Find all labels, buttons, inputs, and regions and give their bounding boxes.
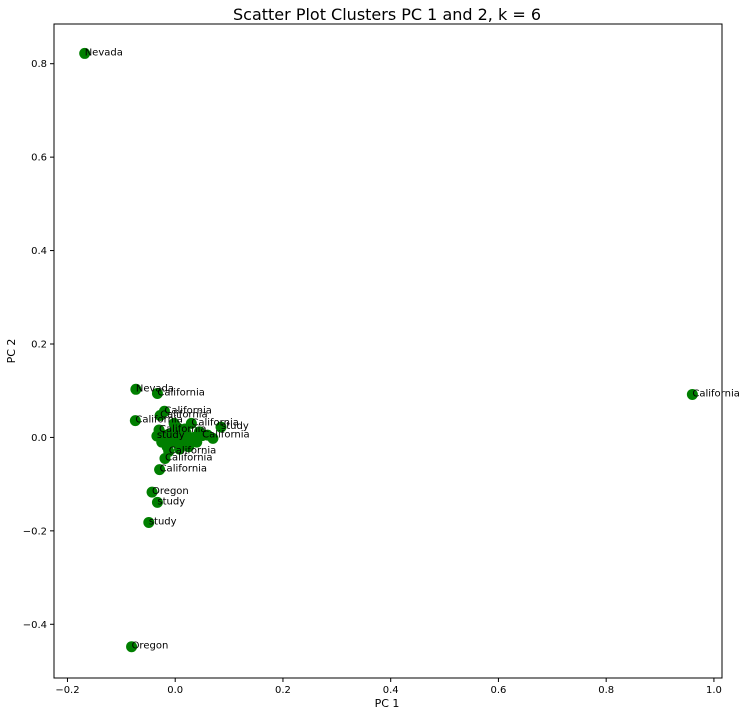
data-point-labels: NevadaCaliforniaNevadaCaliforniaCaliforn… [85, 47, 740, 651]
scatter-point [184, 433, 196, 445]
scatter-point [79, 47, 91, 59]
point-label: study [221, 421, 249, 432]
scatter-point [165, 432, 177, 444]
y-axis-label: PC 2 [5, 339, 18, 364]
point-label: California [202, 430, 250, 441]
x-tick-label: 0.6 [490, 685, 506, 696]
y-tick-label: −0.4 [23, 620, 47, 631]
scatter-point [215, 421, 227, 433]
chart-title: Scatter Plot Clusters PC 1 and 2, k = 6 [233, 5, 541, 24]
scatter-point [686, 388, 698, 400]
x-tick-label: 0.4 [383, 685, 399, 696]
scatter-point [151, 496, 163, 508]
point-label: California [164, 405, 212, 416]
y-axis: −0.4 −0.2 0.0 0.2 0.4 0.6 0.8 [23, 59, 54, 631]
scatter-point [151, 388, 163, 400]
scatter-point [156, 436, 168, 448]
y-tick-label: 0.0 [31, 433, 47, 444]
point-label: Oregon [132, 641, 169, 652]
x-axis: −0.2 0.0 0.2 0.4 0.6 0.8 1.0 [55, 678, 722, 696]
x-tick-label: 0.2 [275, 685, 291, 696]
scatter-point [146, 486, 158, 498]
x-axis-label: PC 1 [375, 697, 400, 710]
point-label: Oregon [152, 486, 189, 497]
scatter-point [174, 443, 186, 455]
scatter-point [143, 516, 155, 528]
point-label: California [135, 415, 183, 426]
point-label: California [159, 424, 207, 435]
point-label: study [149, 516, 177, 527]
point-label: California [160, 464, 208, 475]
point-label: California [165, 452, 213, 463]
y-tick-label: 0.8 [31, 59, 47, 70]
scatter-point [159, 452, 171, 464]
y-tick-label: 0.4 [31, 246, 47, 257]
x-tick-label: 1.0 [706, 685, 722, 696]
y-tick-label: 0.6 [31, 153, 47, 164]
scatter-point [179, 423, 191, 435]
x-tick-label: 0.8 [598, 685, 614, 696]
scatter-point [207, 432, 219, 444]
data-points [79, 47, 698, 653]
point-label: California [169, 445, 217, 456]
y-tick-label: −0.2 [23, 526, 47, 537]
y-tick-label: 0.2 [31, 339, 47, 350]
scatter-point [130, 383, 142, 395]
x-tick-label: −0.2 [55, 685, 79, 696]
scatter-point [126, 641, 138, 653]
scatter-point [193, 426, 205, 438]
point-label: Nevada [136, 383, 174, 394]
point-label: study [157, 430, 185, 441]
scatter-point [129, 415, 141, 427]
point-label: California [692, 388, 740, 399]
plot-area [53, 23, 723, 679]
point-label: California [157, 388, 205, 399]
x-tick-label: 0.0 [167, 685, 183, 696]
point-label: Nevada [85, 47, 123, 58]
scatter-point [168, 417, 180, 429]
point-label: California [191, 417, 239, 428]
scatter-point [154, 409, 166, 421]
point-label: study [157, 496, 185, 507]
point-label: California [160, 409, 208, 420]
scatter-point [154, 464, 166, 476]
